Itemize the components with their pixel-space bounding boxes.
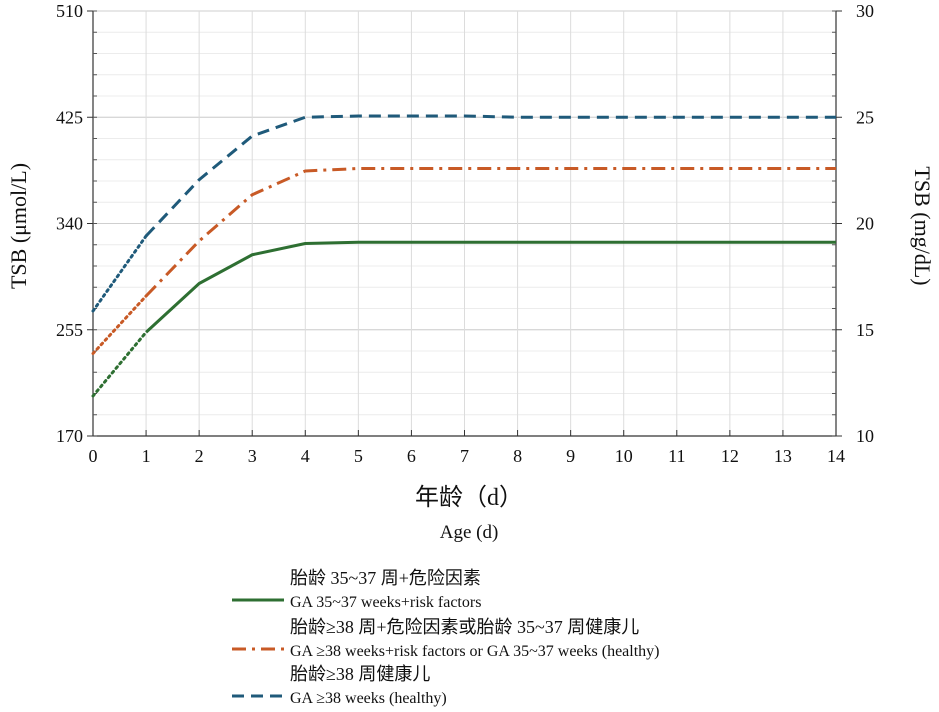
y-tick-label-right: 20 (856, 214, 874, 234)
y-tick-label-left: 170 (56, 426, 83, 446)
x-tick-label: 12 (721, 446, 739, 466)
y-tick-label-left: 255 (56, 320, 83, 340)
legend-label-en-2: GA ≥38 weeks+risk factors or GA 35~37 we… (290, 643, 660, 660)
x-tick-label: 0 (89, 446, 98, 466)
legend-label-3: 胎龄≥38 周健康儿 (290, 664, 430, 684)
x-tick-label: 4 (301, 446, 310, 466)
series-3-extrapolated-line (91, 234, 148, 313)
legend-label-1: 胎龄 35~37 周+危险因素 (290, 568, 481, 588)
x-axis-title-en: Age (d) (440, 522, 499, 543)
y-tick-label-right: 25 (856, 107, 874, 127)
x-tick-label: 10 (615, 446, 633, 466)
x-tick-label: 13 (774, 446, 792, 466)
series-2-line (144, 167, 836, 298)
y-tick-label-left: 510 (56, 1, 83, 21)
legend-label-en-1: GA 35~37 weeks+risk factors (290, 594, 481, 611)
y-axis-title-left: TSB (μmol/L) (6, 163, 31, 289)
y-tick-label-left: 425 (56, 107, 83, 127)
series-1-line (145, 240, 836, 334)
x-tick-label: 6 (407, 446, 416, 466)
x-tick-label: 9 (566, 446, 575, 466)
y-tick-label-right: 15 (856, 320, 874, 340)
legend-label-en-3: GA ≥38 weeks (healthy) (290, 690, 447, 707)
x-tick-label: 8 (513, 446, 522, 466)
y-axis-title-right: TSB (mg/dL) (910, 166, 935, 285)
legend: 胎龄 35~37 周+危险因素 GA 35~37 weeks+risk facto… (232, 568, 660, 707)
y-tick-label-right: 10 (856, 426, 874, 446)
x-tick-label: 2 (195, 446, 204, 466)
x-axis-title: 年龄（d） (415, 484, 523, 511)
y-tick-label-left: 340 (56, 214, 83, 234)
legend-label-2: 胎龄≥38 周+危险因素或胎龄 35~37 周健康儿 (290, 617, 639, 637)
x-tick-label: 7 (460, 446, 469, 466)
x-tick-label: 3 (248, 446, 257, 466)
x-tick-label: 1 (142, 446, 151, 466)
series-1-extrapolated-line (91, 330, 148, 398)
x-tick-label: 5 (354, 446, 363, 466)
series-2-extrapolated-line (91, 294, 148, 355)
axes (87, 10, 842, 437)
series-3-line (144, 114, 836, 238)
series-lines (91, 114, 836, 398)
grid (92, 10, 837, 437)
y-tick-label-right: 30 (856, 1, 874, 21)
x-tick-label: 11 (668, 446, 685, 466)
x-tick-label: 14 (827, 446, 845, 466)
